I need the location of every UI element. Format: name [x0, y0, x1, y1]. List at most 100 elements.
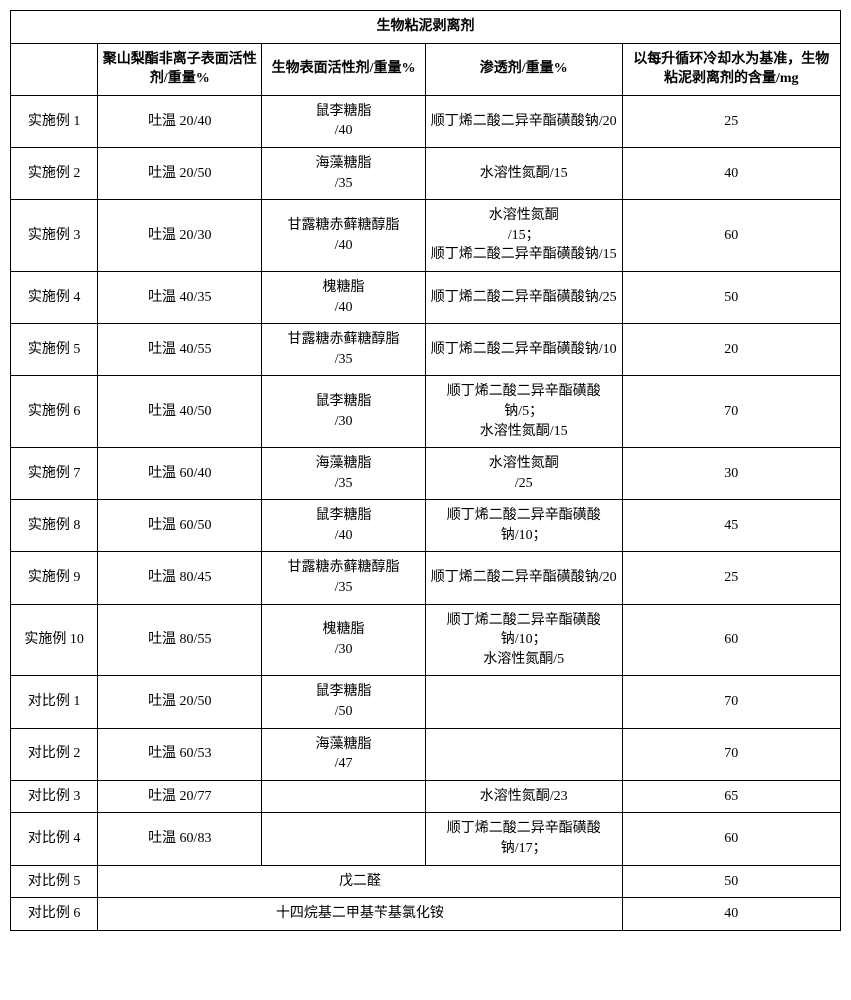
- cell-penetrant: 水溶性氮酮/15；顺丁烯二酸二异辛酯磺酸钠/15: [425, 200, 622, 272]
- cell-dosage: 60: [622, 813, 840, 865]
- header-col-d: 以每升循环冷却水为基准，生物粘泥剥离剂的含量/mg: [622, 43, 840, 95]
- table-row: 对比例 4吐温 60/83 顺丁烯二酸二异辛酯磺酸钠/17；60: [11, 813, 841, 865]
- cell-surfactant-a: 吐温 60/50: [98, 500, 262, 552]
- row-label: 实施例 6: [11, 376, 98, 448]
- table-row-span: 对比例 6十四烷基二甲基苄基氯化铵40: [11, 898, 841, 931]
- row-label: 实施例 8: [11, 500, 98, 552]
- cell-dosage: 60: [622, 604, 840, 676]
- cell-dosage: 70: [622, 728, 840, 780]
- cell-dosage: 45: [622, 500, 840, 552]
- cell-surfactant-a: 吐温 20/50: [98, 147, 262, 199]
- cell-dosage: 50: [622, 271, 840, 323]
- row-label: 对比例 3: [11, 780, 98, 813]
- cell-penetrant: 顺丁烯二酸二异辛酯磺酸钠/5；水溶性氮酮/15: [425, 376, 622, 448]
- cell-dosage: 60: [622, 200, 840, 272]
- cell-penetrant: 水溶性氮酮/25: [425, 448, 622, 500]
- row-label: 实施例 10: [11, 604, 98, 676]
- row-label: 对比例 6: [11, 898, 98, 931]
- cell-surfactant-a: 吐温 40/55: [98, 324, 262, 376]
- cell-penetrant: 顺丁烯二酸二异辛酯磺酸钠/25: [425, 271, 622, 323]
- cell-surfactant-a: 吐温 60/40: [98, 448, 262, 500]
- cell-surfactant-b: 槐糖脂/30: [262, 604, 426, 676]
- header-row: 聚山梨酯非离子表面活性剂/重量% 生物表面活性剂/重量% 渗透剂/重量% 以每升…: [11, 43, 841, 95]
- table-row: 对比例 2吐温 60/53海藻糖脂/47 70: [11, 728, 841, 780]
- table-row: 实施例 8吐温 60/50鼠李糖脂/40顺丁烯二酸二异辛酯磺酸钠/10；45: [11, 500, 841, 552]
- title-row: 生物粘泥剥离剂: [11, 11, 841, 44]
- table-row: 实施例 3吐温 20/30甘露糖赤藓糖醇脂/40水溶性氮酮/15；顺丁烯二酸二异…: [11, 200, 841, 272]
- table-row: 实施例 5吐温 40/55甘露糖赤藓糖醇脂/35顺丁烯二酸二异辛酯磺酸钠/102…: [11, 324, 841, 376]
- cell-surfactant-a: 吐温 20/40: [98, 95, 262, 147]
- cell-surfactant-b: 鼠李糖脂/50: [262, 676, 426, 728]
- cell-penetrant: [425, 676, 622, 728]
- row-label: 实施例 5: [11, 324, 98, 376]
- row-label: 实施例 2: [11, 147, 98, 199]
- cell-surfactant-a: 吐温 20/77: [98, 780, 262, 813]
- cell-surfactant-b: 甘露糖赤藓糖醇脂/35: [262, 324, 426, 376]
- cell-surfactant-a: 吐温 40/35: [98, 271, 262, 323]
- row-label: 实施例 3: [11, 200, 98, 272]
- cell-dosage: 65: [622, 780, 840, 813]
- cell-surfactant-b: 海藻糖脂/35: [262, 147, 426, 199]
- cell-penetrant: 水溶性氮酮/15: [425, 147, 622, 199]
- cell-penetrant: [425, 728, 622, 780]
- row-label: 对比例 2: [11, 728, 98, 780]
- header-col-c: 渗透剂/重量%: [425, 43, 622, 95]
- row-label: 实施例 9: [11, 552, 98, 604]
- cell-dosage: 40: [622, 147, 840, 199]
- table-row: 实施例 7吐温 60/40海藻糖脂/35水溶性氮酮/2530: [11, 448, 841, 500]
- cell-dosage: 20: [622, 324, 840, 376]
- row-label: 对比例 1: [11, 676, 98, 728]
- table-row-span: 对比例 5戊二醛50: [11, 865, 841, 898]
- row-label: 实施例 7: [11, 448, 98, 500]
- cell-surfactant-b: 海藻糖脂/35: [262, 448, 426, 500]
- row-label: 实施例 1: [11, 95, 98, 147]
- cell-penetrant: 水溶性氮酮/23: [425, 780, 622, 813]
- cell-dosage: 25: [622, 95, 840, 147]
- cell-dosage: 40: [622, 898, 840, 931]
- cell-surfactant-b: 甘露糖赤藓糖醇脂/40: [262, 200, 426, 272]
- cell-surfactant-b: [262, 813, 426, 865]
- header-col-a: 聚山梨酯非离子表面活性剂/重量%: [98, 43, 262, 95]
- cell-surfactant-a: 吐温 80/55: [98, 604, 262, 676]
- cell-surfactant-b: 甘露糖赤藓糖醇脂/35: [262, 552, 426, 604]
- table-row: 实施例 10吐温 80/55槐糖脂/30顺丁烯二酸二异辛酯磺酸钠/10；水溶性氮…: [11, 604, 841, 676]
- table-row: 对比例 3吐温 20/77 水溶性氮酮/2365: [11, 780, 841, 813]
- cell-surfactant-a: 吐温 40/50: [98, 376, 262, 448]
- cell-dosage: 25: [622, 552, 840, 604]
- cell-dosage: 70: [622, 676, 840, 728]
- table-body: 实施例 1吐温 20/40鼠李糖脂/40顺丁烯二酸二异辛酯磺酸钠/2025实施例…: [11, 95, 841, 930]
- table-row: 对比例 1吐温 20/50鼠李糖脂/50 70: [11, 676, 841, 728]
- cell-penetrant: 顺丁烯二酸二异辛酯磺酸钠/10: [425, 324, 622, 376]
- cell-surfactant-a: 吐温 20/30: [98, 200, 262, 272]
- cell-dosage: 70: [622, 376, 840, 448]
- cell-penetrant: 顺丁烯二酸二异辛酯磺酸钠/20: [425, 552, 622, 604]
- table-row: 实施例 2吐温 20/50海藻糖脂/35水溶性氮酮/1540: [11, 147, 841, 199]
- row-label: 对比例 4: [11, 813, 98, 865]
- cell-surfactant-b: 鼠李糖脂/30: [262, 376, 426, 448]
- table-row: 实施例 6吐温 40/50鼠李糖脂/30顺丁烯二酸二异辛酯磺酸钠/5；水溶性氮酮…: [11, 376, 841, 448]
- cell-substance-span: 戊二醛: [98, 865, 622, 898]
- table-row: 实施例 9吐温 80/45甘露糖赤藓糖醇脂/35顺丁烯二酸二异辛酯磺酸钠/202…: [11, 552, 841, 604]
- cell-surfactant-b: 槐糖脂/40: [262, 271, 426, 323]
- cell-substance-span: 十四烷基二甲基苄基氯化铵: [98, 898, 622, 931]
- cell-surfactant-b: 海藻糖脂/47: [262, 728, 426, 780]
- row-label: 对比例 5: [11, 865, 98, 898]
- cell-surfactant-a: 吐温 60/53: [98, 728, 262, 780]
- cell-surfactant-a: 吐温 20/50: [98, 676, 262, 728]
- table-row: 实施例 1吐温 20/40鼠李糖脂/40顺丁烯二酸二异辛酯磺酸钠/2025: [11, 95, 841, 147]
- cell-penetrant: 顺丁烯二酸二异辛酯磺酸钠/20: [425, 95, 622, 147]
- cell-dosage: 50: [622, 865, 840, 898]
- table-row: 实施例 4吐温 40/35槐糖脂/40顺丁烯二酸二异辛酯磺酸钠/2550: [11, 271, 841, 323]
- cell-surfactant-b: 鼠李糖脂/40: [262, 500, 426, 552]
- table-title: 生物粘泥剥离剂: [11, 11, 841, 44]
- cell-surfactant-a: 吐温 60/83: [98, 813, 262, 865]
- cell-dosage: 30: [622, 448, 840, 500]
- cell-surfactant-b: 鼠李糖脂/40: [262, 95, 426, 147]
- cell-surfactant-a: 吐温 80/45: [98, 552, 262, 604]
- cell-penetrant: 顺丁烯二酸二异辛酯磺酸钠/17；: [425, 813, 622, 865]
- cell-surfactant-b: [262, 780, 426, 813]
- header-blank: [11, 43, 98, 95]
- cell-penetrant: 顺丁烯二酸二异辛酯磺酸钠/10；: [425, 500, 622, 552]
- row-label: 实施例 4: [11, 271, 98, 323]
- cell-penetrant: 顺丁烯二酸二异辛酯磺酸钠/10；水溶性氮酮/5: [425, 604, 622, 676]
